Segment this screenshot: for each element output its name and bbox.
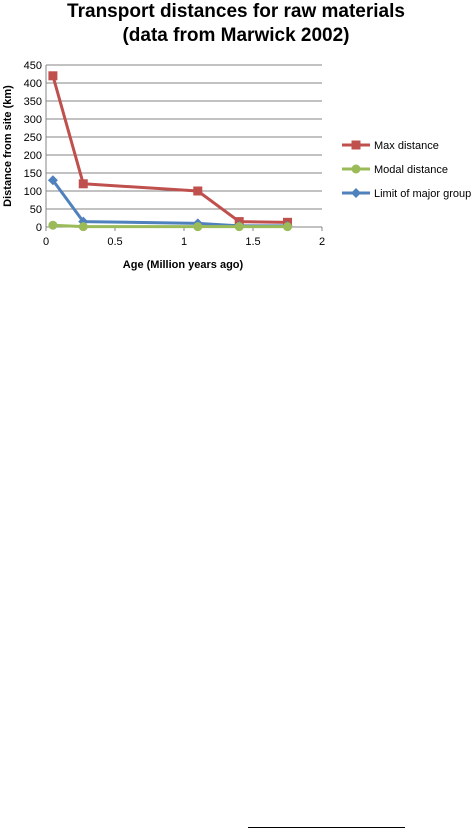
legend: Max distance Modal distance Limit of major… [342, 140, 471, 200]
y-axis-label: Distance from site (km) [2, 85, 14, 207]
chart: Transport distances for raw materials (d… [2, 1, 471, 271]
y-tick-label: 350 [24, 96, 42, 108]
data-point-max-distance [193, 186, 203, 196]
y-tick-label: 200 [24, 150, 42, 162]
data-point-max-distance [78, 179, 88, 189]
y-tick-label: 150 [24, 168, 42, 180]
series-line-max-distance [51, 75, 288, 224]
x-tick-label: 1.5 [245, 236, 260, 248]
legend-swatch-marker [351, 140, 361, 150]
legend-swatch-marker [351, 188, 361, 198]
data-point-modal-distance [48, 220, 58, 230]
y-tick-label: 400 [24, 78, 42, 90]
axes [45, 65, 323, 231]
y-tick-label: 450 [24, 60, 42, 72]
x-tick-label: 0 [43, 236, 49, 248]
data-point-modal-distance [234, 222, 244, 232]
y-tick-label: 100 [24, 186, 42, 198]
legend-swatch-marker [351, 164, 361, 174]
legend-entry-limit-of-major-group: Limit of major group [342, 188, 471, 200]
y-tick-labels: 0 50 100 150 200 250 300 350 400 450 [24, 60, 42, 234]
data-point-limit-of-major-group [47, 175, 58, 186]
chart-title-line-1: Transport distances for raw materials [67, 1, 405, 22]
series-line-modal-distance [52, 223, 288, 229]
y-tick-label: 50 [30, 204, 42, 216]
x-tick-label: 0.5 [107, 236, 122, 248]
legend-label: Limit of major group [374, 188, 471, 200]
series-modal-distance [48, 220, 292, 232]
legend-label: Max distance [374, 140, 439, 152]
data-point-modal-distance [193, 222, 203, 232]
y-tick-label: 300 [24, 114, 42, 126]
y-tick-label: 0 [36, 222, 42, 234]
chart-title-line-2: (data from Marwick 2002) [122, 25, 349, 46]
x-tick-label: 2 [319, 236, 325, 248]
legend-entry-max-distance: Max distance [342, 140, 439, 152]
series-max-distance [48, 71, 292, 227]
legend-label: Modal distance [374, 164, 448, 176]
y-tick-label: 250 [24, 132, 42, 144]
x-tick-labels: 0 0.5 1 1.5 2 [43, 236, 325, 248]
data-point-modal-distance [283, 222, 292, 232]
x-tick-label: 1 [181, 236, 187, 248]
legend-entry-modal-distance: Modal distance [342, 164, 448, 176]
data-point-modal-distance [78, 222, 88, 232]
series-line-limit-of-major-group [51, 179, 288, 228]
gridlines [46, 64, 322, 210]
series-layer [47, 71, 293, 232]
data-point-max-distance [48, 71, 58, 81]
x-axis-label: Age (Million years ago) [123, 259, 244, 271]
